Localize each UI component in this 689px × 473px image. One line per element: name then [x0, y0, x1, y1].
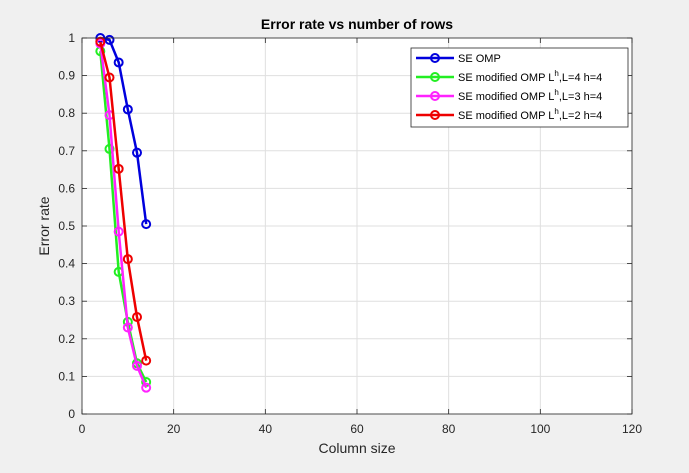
data-point — [132, 311, 142, 322]
series-line — [99, 41, 148, 361]
y-tick-label: 0.9 — [58, 69, 75, 83]
data-point — [132, 147, 142, 158]
legend-entry-label: SE modified OMP Lh,L=4 h=4 — [458, 69, 602, 84]
legend-label-suffix: ,L=3 h=4 — [559, 91, 602, 103]
legend-marker — [430, 91, 440, 101]
y-tick-label: 0.4 — [58, 257, 75, 271]
data-point — [141, 382, 152, 393]
x-tick-label: 120 — [622, 422, 642, 436]
legend-entry-label: SE modified OMP Lh,L=3 h=4 — [458, 88, 602, 103]
y-tick-label: 1 — [68, 31, 75, 45]
legend-label-main: SE modified OMP L — [458, 91, 554, 103]
y-tick-label: 0 — [68, 407, 75, 421]
y-tick-label: 0.2 — [58, 332, 75, 346]
legend-label-superscript: h — [554, 107, 558, 116]
x-tick-label: 60 — [350, 422, 364, 436]
data-point — [122, 104, 133, 115]
x-tick-label: 80 — [442, 422, 456, 436]
series-3 — [95, 38, 152, 393]
legend-label-main: SE modified OMP L — [458, 72, 554, 84]
legend-label-suffix: ,L=4 h=4 — [559, 72, 602, 84]
data-point — [113, 57, 124, 68]
x-axis-label: Column size — [318, 440, 395, 456]
y-tick-label: 0.8 — [58, 106, 75, 120]
data-point — [104, 34, 115, 45]
data-point — [122, 322, 133, 333]
y-tick-label: 0.1 — [58, 369, 75, 383]
y-tick-label: 0.5 — [58, 219, 75, 233]
legend-label-main: SE OMP — [458, 53, 501, 65]
x-tick-label: 0 — [79, 422, 86, 436]
data-point — [113, 163, 124, 174]
legend-label-main: SE modified OMP L — [458, 110, 554, 122]
legend-label-superscript: h — [554, 88, 558, 97]
legend-entry-label: SE modified OMP Lh,L=2 h=4 — [458, 107, 602, 122]
y-axis-label: Error rate — [36, 196, 52, 255]
legend-label-suffix: ,L=2 h=4 — [559, 110, 602, 122]
x-tick-label: 20 — [167, 422, 181, 436]
x-tick-label: 100 — [530, 422, 550, 436]
legend-marker — [430, 53, 440, 63]
y-tick-label: 0.6 — [58, 181, 75, 195]
legend-label-superscript: h — [554, 69, 558, 78]
data-point — [141, 355, 152, 366]
legend-entry-label: SE OMP — [458, 53, 501, 65]
legend-marker — [430, 110, 440, 120]
series-4 — [95, 36, 152, 366]
data-point — [132, 360, 142, 371]
ticks: 0 20 40 60 80 100 120 0 0.1 0.2 0.3 0.4 0.5 0.6 0.7 0.8… — [58, 31, 642, 436]
data-point — [141, 219, 152, 230]
data-point — [104, 72, 115, 83]
y-tick-label: 0.7 — [58, 144, 75, 158]
series-layer — [95, 33, 152, 393]
x-tick-label: 40 — [259, 422, 273, 436]
series-line — [100, 36, 148, 225]
legend-marker — [430, 72, 440, 82]
data-point — [113, 226, 124, 237]
data-point — [104, 143, 115, 154]
chart-title: Error rate vs number of rows — [261, 16, 453, 32]
y-tick-label: 0.3 — [58, 294, 75, 308]
data-point — [122, 254, 133, 265]
